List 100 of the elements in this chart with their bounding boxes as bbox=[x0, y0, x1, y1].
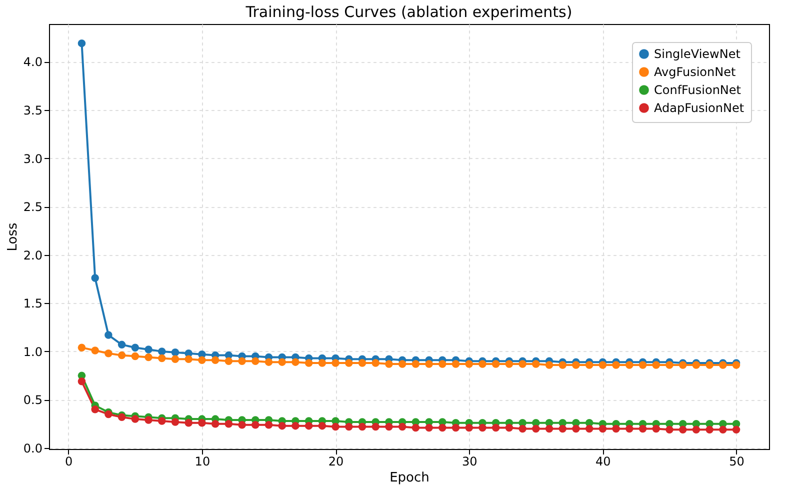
legend-label: SingleViewNet bbox=[654, 47, 741, 61]
y-axis-title: Loss bbox=[5, 222, 20, 252]
point bbox=[612, 424, 620, 433]
y-tick-label: 0.5 bbox=[23, 393, 42, 408]
point bbox=[332, 422, 340, 431]
y-tick-label: 3.0 bbox=[23, 152, 42, 166]
point bbox=[144, 346, 152, 354]
point bbox=[224, 357, 233, 365]
y-tick-label: 3.5 bbox=[23, 103, 42, 118]
legend-label: ConfFusionNet bbox=[654, 83, 742, 97]
point bbox=[104, 331, 112, 339]
point bbox=[211, 356, 220, 364]
point bbox=[558, 361, 566, 369]
y-tick-label: 1.0 bbox=[23, 344, 42, 359]
point bbox=[385, 360, 393, 368]
point bbox=[478, 360, 486, 368]
point bbox=[412, 424, 420, 432]
point bbox=[252, 357, 260, 365]
point bbox=[666, 361, 674, 369]
point bbox=[144, 353, 152, 362]
point bbox=[678, 426, 687, 434]
point bbox=[545, 361, 554, 369]
point bbox=[144, 416, 152, 424]
point bbox=[585, 361, 594, 369]
point bbox=[626, 361, 634, 369]
point bbox=[532, 360, 540, 368]
point bbox=[505, 360, 514, 368]
point bbox=[505, 424, 514, 432]
x-tick-label: 40 bbox=[596, 454, 611, 468]
point bbox=[292, 422, 300, 430]
point bbox=[91, 274, 99, 282]
point bbox=[171, 418, 180, 426]
point bbox=[198, 419, 206, 427]
point bbox=[158, 417, 166, 425]
point bbox=[184, 419, 192, 427]
point bbox=[78, 378, 86, 386]
point bbox=[585, 424, 594, 433]
point bbox=[398, 422, 406, 431]
point bbox=[91, 406, 99, 414]
point bbox=[372, 422, 380, 431]
point bbox=[264, 358, 273, 366]
point bbox=[345, 422, 353, 431]
point bbox=[452, 360, 460, 368]
legend-label: AvgFusionNet bbox=[654, 65, 736, 79]
x-tick-label: 10 bbox=[194, 454, 210, 468]
point bbox=[318, 359, 326, 367]
point bbox=[198, 356, 206, 364]
point bbox=[465, 360, 473, 368]
point bbox=[304, 359, 313, 367]
y-tick-label: 2.0 bbox=[23, 248, 42, 262]
point bbox=[452, 424, 460, 432]
point bbox=[719, 426, 727, 434]
point bbox=[184, 355, 192, 364]
point bbox=[438, 424, 446, 432]
point bbox=[78, 344, 86, 352]
x-tick-label: 50 bbox=[729, 454, 744, 468]
x-axis-title: Epoch bbox=[390, 470, 430, 486]
y-tick-label: 0.0 bbox=[23, 442, 42, 456]
point bbox=[438, 360, 446, 368]
chart-title: Training-loss Curves (ablation experiments) bbox=[244, 3, 572, 21]
point bbox=[358, 422, 366, 431]
point bbox=[492, 360, 500, 368]
point bbox=[264, 420, 273, 429]
point bbox=[318, 422, 326, 430]
point bbox=[118, 351, 126, 360]
point bbox=[572, 424, 580, 433]
point bbox=[171, 348, 180, 356]
point bbox=[372, 359, 380, 367]
point bbox=[465, 424, 473, 432]
point bbox=[638, 361, 647, 369]
point bbox=[171, 355, 180, 364]
point bbox=[518, 360, 526, 368]
point bbox=[425, 360, 433, 368]
point bbox=[398, 360, 406, 368]
point bbox=[425, 424, 433, 432]
point bbox=[278, 358, 286, 366]
point bbox=[158, 348, 166, 356]
point bbox=[598, 424, 607, 433]
point bbox=[598, 361, 607, 369]
point bbox=[238, 357, 246, 365]
point bbox=[385, 422, 393, 431]
point bbox=[292, 358, 300, 366]
y-tick-label: 2.5 bbox=[23, 200, 42, 214]
point bbox=[131, 344, 140, 352]
point bbox=[238, 420, 246, 429]
x-tick-label: 0 bbox=[65, 454, 73, 468]
point bbox=[211, 420, 220, 428]
point bbox=[131, 415, 140, 423]
y-tick-label: 1.5 bbox=[23, 296, 42, 311]
point bbox=[572, 361, 580, 369]
x-tick-label: 20 bbox=[328, 454, 344, 468]
y-tick-label: 4.0 bbox=[23, 55, 42, 70]
point bbox=[278, 422, 286, 430]
point bbox=[224, 420, 233, 428]
point bbox=[626, 424, 634, 433]
point bbox=[652, 424, 660, 433]
point bbox=[692, 426, 700, 434]
point bbox=[492, 424, 500, 432]
point bbox=[252, 420, 260, 429]
point bbox=[104, 350, 112, 358]
